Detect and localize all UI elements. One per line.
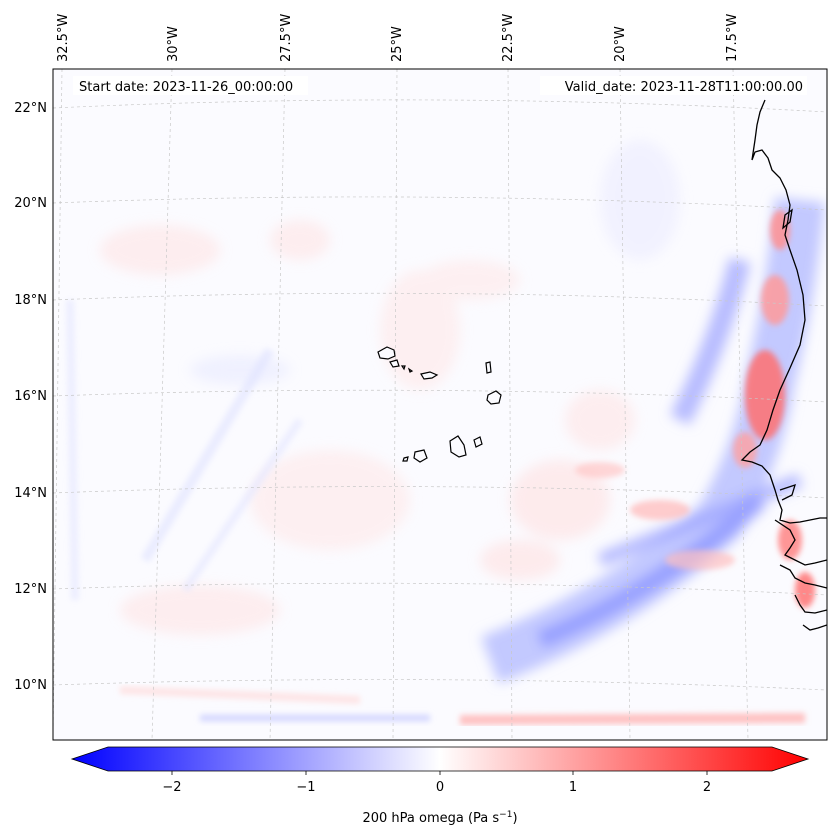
colorbar-tick-label: 2: [703, 780, 711, 795]
lon-label: 25°W: [390, 26, 405, 62]
lat-label: 12°N: [14, 582, 47, 597]
header-box-right: Valid_date: 2023-11-28T11:00:00.00: [540, 76, 807, 95]
coastline: [740, 99, 827, 631]
lat-label: 18°N: [14, 293, 47, 308]
lat-label: 14°N: [14, 486, 47, 501]
lon-label: 20°W: [613, 26, 628, 62]
lon-label: 30°W: [166, 26, 181, 62]
lon-label: 22.5°W: [501, 14, 516, 62]
map-frame: [52, 68, 828, 741]
lat-label: 10°N: [14, 678, 47, 693]
graticule: [53, 69, 827, 740]
lon-label: 27.5°W: [279, 14, 294, 62]
colorbar-fill: [70, 746, 810, 772]
lat-label: 22°N: [14, 101, 47, 116]
lat-label: 20°N: [14, 196, 47, 211]
start-date-label: Start date: 2023-11-26_00:00:00: [79, 80, 293, 95]
lat-labels: 22°N 20°N 18°N 16°N 14°N 12°N 10°N: [14, 101, 47, 693]
lon-label: 17.5°W: [725, 14, 740, 62]
colorbar: −2 −1 0 1 2 200 hPa omega (Pa s−1): [70, 746, 810, 826]
omega-field: [53, 69, 827, 740]
colorbar-tick-label: 0: [436, 780, 444, 795]
map-panel: Start date: 2023-11-26_00:00:00 Valid_da…: [52, 68, 828, 741]
cape-verde-islands: [377, 346, 502, 463]
header-box-left: Start date: 2023-11-26_00:00:00: [73, 76, 308, 95]
map-background: [53, 69, 827, 740]
valid-date-label: Valid_date: 2023-11-28T11:00:00.00: [565, 80, 803, 95]
lon-label: 32.5°W: [56, 14, 71, 62]
lat-label: 16°N: [14, 389, 47, 404]
colorbar-tick-label: −1: [296, 780, 315, 795]
colorbar-tick-label: −2: [162, 780, 181, 795]
colorbar-tick-label: 1: [569, 780, 577, 795]
colorbar-ticks: [171, 771, 708, 775]
colorbar-label: 200 hPa omega (Pa s−1): [362, 810, 517, 826]
lon-labels: 32.5°W 30°W 27.5°W 25°W 22.5°W 20°W 17.5…: [56, 14, 740, 62]
